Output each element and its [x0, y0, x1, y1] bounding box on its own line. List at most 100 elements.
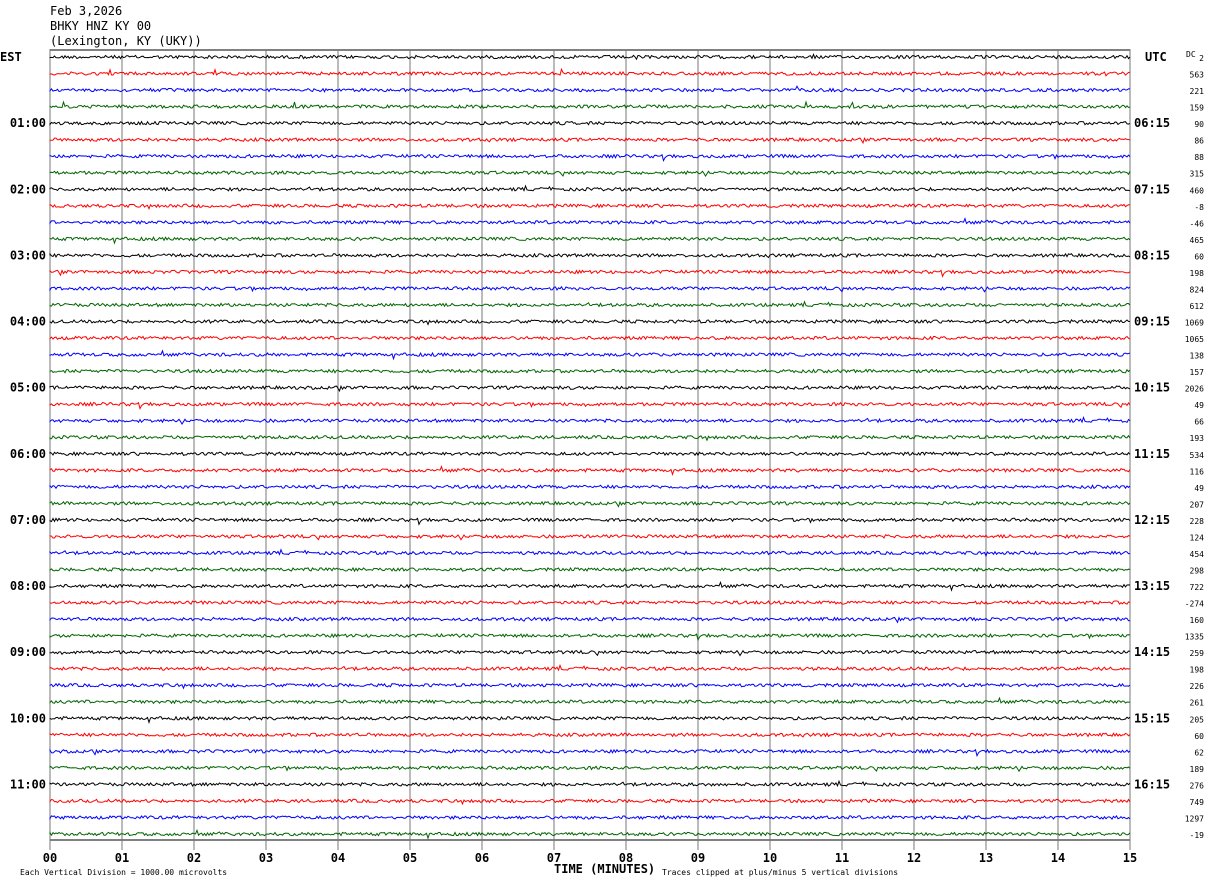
dc-offset-value: 90	[1194, 120, 1204, 129]
trace-line	[49, 52, 1131, 61]
trace-line	[49, 517, 1131, 526]
x-axis-label: TIME (MINUTES)	[554, 862, 655, 876]
trace-line	[49, 779, 1131, 788]
dc-offset-value: 1065	[1185, 335, 1204, 344]
dc-offset-value: 49	[1194, 484, 1204, 493]
left-hour-label: 07:00	[10, 513, 46, 527]
trace-line	[49, 484, 1131, 490]
trace-line	[49, 632, 1131, 642]
dc-offset-value: 198	[1190, 269, 1205, 278]
dc-offset-value: 60	[1194, 732, 1204, 741]
dc-offset-value: 1069	[1185, 319, 1204, 328]
right-hour-label: 13:15	[1134, 579, 1170, 593]
x-tick-label: 07	[547, 851, 561, 865]
trace-line	[49, 600, 1131, 606]
right-hour-label: 08:15	[1134, 248, 1170, 262]
dc-offset-value: 1297	[1185, 814, 1204, 823]
trace-line	[49, 203, 1131, 210]
x-tick-label: 04	[331, 851, 345, 865]
trace-line	[49, 434, 1131, 442]
dc-offset-value: 193	[1190, 434, 1205, 443]
trace-line	[49, 349, 1131, 361]
right-hour-label: 10:15	[1134, 381, 1170, 395]
grid	[49, 49, 1131, 850]
x-tick-label: 09	[691, 851, 705, 865]
station-title: BHKY HNZ KY 00	[50, 19, 152, 33]
plot-frame	[49, 49, 1131, 841]
trace-line	[49, 416, 1131, 425]
left-hour-label: 08:00	[10, 579, 46, 593]
x-tick-label: 08	[619, 851, 633, 865]
trace-line	[49, 798, 1131, 806]
dc-offset-value: 62	[1194, 748, 1204, 757]
right-hour-label: 09:15	[1134, 315, 1170, 329]
trace-line	[49, 748, 1131, 758]
trace-line	[49, 335, 1131, 341]
x-tick-label: 15	[1123, 851, 1137, 865]
trace-line	[49, 170, 1131, 177]
x-tick-label: 05	[403, 851, 417, 865]
dc-offset-value: -8	[1194, 203, 1204, 212]
trace-line	[49, 663, 1131, 672]
labels: 00 01 02 03 04 05 06 07 08 09 10 11 12 13 14 15 2 563 221 1…	[10, 54, 1204, 865]
trace-line	[49, 120, 1131, 126]
trace-line	[49, 533, 1131, 541]
clip-note: Traces clipped at plus/minus 5 vertical …	[662, 868, 898, 877]
dc-offset-value: 259	[1190, 649, 1205, 658]
trace-line	[49, 566, 1131, 573]
trace-line	[49, 269, 1131, 278]
trace-line	[49, 385, 1131, 393]
dc-offset-value: 159	[1190, 104, 1205, 113]
dc-offset-value: 1335	[1185, 633, 1204, 642]
dc-offset-value: 612	[1190, 302, 1205, 311]
dc-offset-value: 460	[1190, 186, 1205, 195]
right-hour-label: 14:15	[1134, 645, 1170, 659]
trace-line	[49, 682, 1131, 690]
dc-offset-value: 563	[1190, 71, 1205, 80]
trace-line	[49, 236, 1131, 245]
dc-offset-value: 534	[1190, 451, 1205, 460]
dc-offset-value: 138	[1190, 352, 1205, 361]
dc-offset-value: 454	[1190, 550, 1205, 559]
left-hour-label: 03:00	[10, 248, 46, 262]
trace-line	[49, 318, 1131, 326]
dc-offset-value: 157	[1190, 368, 1205, 377]
dc-offset-value: -274	[1185, 600, 1204, 609]
dc-offset-value: 124	[1190, 533, 1205, 542]
trace-line	[49, 67, 1131, 77]
location-title: (Lexington, KY (UKY))	[50, 34, 202, 48]
x-tick-label: 10	[763, 851, 777, 865]
dc-offset-value: 276	[1190, 781, 1205, 790]
x-tick-label: 13	[979, 851, 993, 865]
dc-offset-value: 116	[1190, 467, 1205, 476]
trace-line	[49, 85, 1131, 93]
scale-note: Each Vertical Division = 1000.00 microvo…	[20, 868, 227, 877]
dc-offset-value: 60	[1194, 252, 1204, 261]
dc-offset-value: 198	[1190, 666, 1205, 675]
dc-offset-value: 722	[1190, 583, 1205, 592]
dc-offset-value: 465	[1190, 236, 1205, 245]
right-hour-label: 12:15	[1134, 513, 1170, 527]
right-hour-label: 16:15	[1134, 777, 1170, 791]
dc-offset-value: -46	[1190, 219, 1205, 228]
right-hour-label: 11:15	[1134, 447, 1170, 461]
dc-offset-value: 824	[1190, 285, 1205, 294]
dc-offset-value: 228	[1190, 517, 1205, 526]
right-hour-label: 15:15	[1134, 711, 1170, 725]
dc-offset-value: 160	[1190, 616, 1205, 625]
dc-label: DC	[1186, 50, 1196, 59]
trace-line	[49, 715, 1131, 725]
dc-offset-value: 205	[1190, 715, 1205, 724]
trace-line	[49, 100, 1131, 110]
trace-line	[49, 136, 1131, 145]
trace-line	[49, 814, 1131, 821]
date-title: Feb 3,2026	[50, 4, 123, 18]
right-hour-label: 07:15	[1134, 182, 1170, 196]
dc-offset-value: 221	[1190, 87, 1205, 96]
trace-line	[49, 300, 1131, 308]
dc-offset-value: 86	[1194, 137, 1204, 146]
x-tick-label: 00	[43, 851, 57, 865]
dc-offset-value: 298	[1190, 566, 1205, 575]
dc-offset-value: 2	[1199, 54, 1204, 63]
